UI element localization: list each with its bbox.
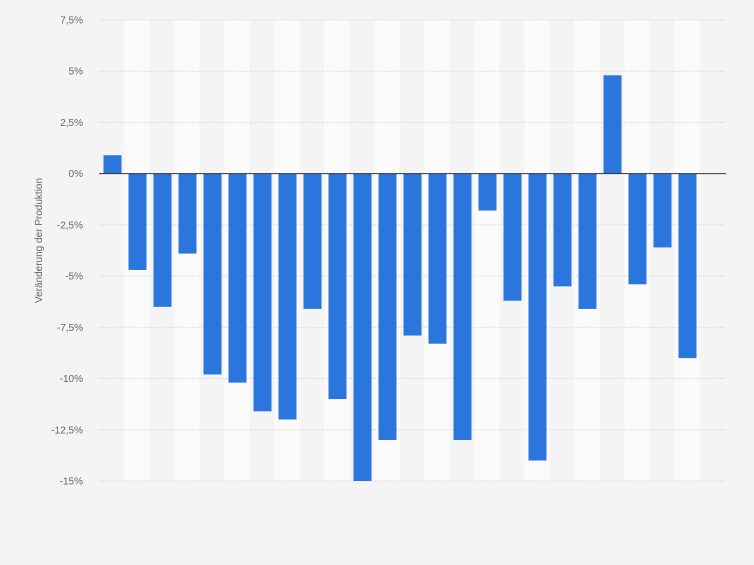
bar: [178, 173, 197, 254]
bar: [253, 173, 272, 412]
y-tick-label: -10%: [60, 374, 83, 385]
bar: [203, 173, 222, 375]
bar: [153, 173, 172, 307]
y-tick-label: -7,5%: [57, 323, 83, 334]
y-axis-ticks: 7,5% 5% 2,5% 0% -2,5% -5% -7,5% -10% -12,5% -15%: [51, 16, 83, 488]
bar: [128, 173, 147, 270]
y-tick-label: -15%: [60, 477, 83, 488]
bar: [528, 173, 547, 461]
bar: [228, 173, 247, 383]
y-tick-label: -2,5%: [57, 220, 83, 231]
bar: [403, 173, 422, 336]
bar: [453, 173, 472, 441]
bar: [103, 155, 122, 174]
bar: [478, 173, 497, 211]
y-tick-label: 7,5%: [60, 16, 83, 27]
column-band: [474, 20, 500, 481]
bar: [628, 173, 647, 285]
y-tick-label: -12,5%: [51, 425, 83, 436]
bar: [578, 173, 597, 309]
bar: [603, 75, 622, 174]
y-tick-label: 0%: [69, 169, 84, 180]
bars: [103, 75, 697, 481]
bar: [328, 173, 347, 400]
bar: [428, 173, 447, 344]
bar: [303, 173, 322, 309]
bar: [503, 173, 522, 301]
bar: [553, 173, 572, 287]
bar: [278, 173, 297, 420]
column-band: [649, 20, 675, 481]
bar: [678, 173, 697, 359]
bar: [378, 173, 397, 441]
y-tick-label: -5%: [65, 272, 83, 283]
y-tick-label: 5%: [69, 67, 84, 78]
y-axis-label: Veränderung der Produktion: [34, 178, 45, 303]
y-tick-label: 2,5%: [60, 118, 83, 129]
bar: [653, 173, 672, 248]
column-band: [99, 20, 125, 481]
bar: [353, 173, 372, 481]
